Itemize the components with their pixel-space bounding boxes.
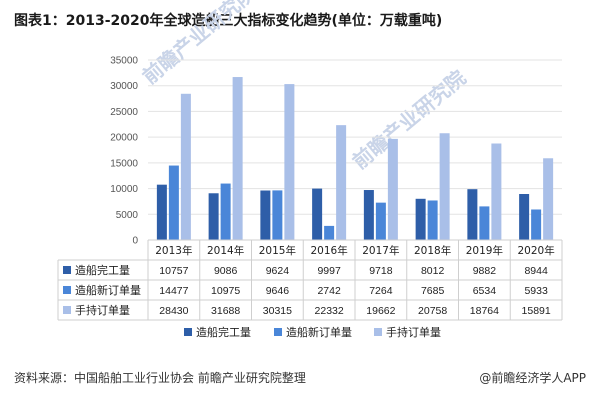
table-cell: 9882 bbox=[473, 265, 497, 277]
brand-note: @前瞻经济学人APP bbox=[479, 371, 586, 385]
table-cell: 31688 bbox=[211, 305, 240, 317]
bar bbox=[284, 84, 295, 240]
bar bbox=[415, 198, 426, 240]
table-cell: 22332 bbox=[315, 305, 344, 317]
category-label: 2019年 bbox=[466, 244, 503, 257]
bar bbox=[156, 184, 167, 240]
table-cell: 19662 bbox=[366, 305, 395, 317]
bar bbox=[272, 190, 283, 240]
table-cell: 9997 bbox=[317, 265, 341, 277]
y-tick-label: 20000 bbox=[110, 133, 138, 144]
table-cell: 10975 bbox=[211, 285, 240, 297]
category-label: 2013年 bbox=[155, 244, 192, 257]
legend-label: 造船完工量 bbox=[196, 325, 251, 339]
y-axis: 0 5000 10000 15000 20000 25000 30000 35000 bbox=[110, 56, 138, 247]
legend-label: 造船新订单量 bbox=[286, 325, 352, 339]
table-cell: 9086 bbox=[214, 265, 238, 277]
y-tick-label: 25000 bbox=[110, 107, 138, 118]
row-label: 造船完工量 bbox=[75, 263, 130, 277]
bar bbox=[491, 143, 502, 240]
table-cell: 9624 bbox=[266, 265, 290, 277]
y-tick-label: 10000 bbox=[110, 184, 138, 195]
row-swatch bbox=[63, 286, 71, 294]
table-cell: 5933 bbox=[524, 285, 548, 297]
source-note: 资料来源：中国船舶工业行业协会 前瞻产业研究院整理 bbox=[14, 371, 306, 385]
bar bbox=[208, 193, 219, 240]
bar bbox=[479, 206, 490, 240]
bar bbox=[363, 190, 374, 240]
bars bbox=[156, 77, 554, 240]
y-tick-label: 15000 bbox=[110, 158, 138, 169]
bar bbox=[168, 165, 179, 240]
legend-label: 手持订单量 bbox=[386, 325, 441, 339]
category-label: 2017年 bbox=[362, 244, 399, 257]
bar bbox=[375, 202, 386, 240]
bar bbox=[180, 93, 191, 240]
legend: 造船完工量 造船新订单量 手持订单量 bbox=[184, 325, 441, 339]
table-cell: 7264 bbox=[369, 285, 393, 297]
table-cell: 8012 bbox=[421, 265, 445, 277]
table-cell: 6534 bbox=[473, 285, 497, 297]
y-tick-label: 5000 bbox=[116, 210, 139, 221]
watermark-text-1: 前瞻产业研究院 bbox=[138, 0, 261, 89]
table-cell: 2742 bbox=[317, 285, 341, 297]
bar bbox=[531, 209, 542, 240]
table-cell: 15891 bbox=[522, 305, 551, 317]
y-tick-label: 30000 bbox=[110, 81, 138, 92]
category-label: 2018年 bbox=[414, 244, 451, 257]
bar bbox=[312, 188, 323, 240]
y-tick-label: 35000 bbox=[110, 56, 138, 67]
data-table: 2013年 2014年 2015年 2016年 2017年 2018年 2019年 2020年… bbox=[57, 239, 563, 321]
table-cell: 20758 bbox=[418, 305, 447, 317]
table-cell: 9646 bbox=[266, 285, 290, 297]
bar bbox=[232, 77, 243, 240]
bar bbox=[260, 190, 271, 240]
bar bbox=[336, 125, 347, 240]
category-label: 2014年 bbox=[207, 244, 244, 257]
bar bbox=[467, 189, 478, 240]
legend-swatch bbox=[374, 328, 382, 336]
chart-title: 图表1：2013-2020年全球造船三大指标变化趋势(单位：万载重吨) bbox=[14, 13, 443, 29]
category-label: 2016年 bbox=[311, 244, 348, 257]
row-label: 造船新订单量 bbox=[75, 283, 141, 297]
table-cell: 8944 bbox=[524, 265, 548, 277]
table-cell: 7685 bbox=[421, 285, 445, 297]
table-cell: 30315 bbox=[263, 305, 292, 317]
row-swatch bbox=[63, 266, 71, 274]
bar bbox=[220, 183, 231, 240]
category-label: 2020年 bbox=[518, 244, 555, 257]
table-cell: 14477 bbox=[159, 285, 188, 297]
bar bbox=[543, 158, 554, 240]
table-cell: 18764 bbox=[470, 305, 499, 317]
bar bbox=[519, 194, 530, 240]
category-label: 2015年 bbox=[259, 244, 296, 257]
legend-swatch bbox=[184, 328, 192, 336]
row-label: 手持订单量 bbox=[75, 303, 130, 317]
table-cell: 28430 bbox=[159, 305, 188, 317]
bar bbox=[439, 133, 450, 240]
legend-swatch bbox=[274, 328, 282, 336]
row-swatch bbox=[63, 306, 71, 314]
bar bbox=[427, 200, 438, 240]
bar bbox=[324, 225, 335, 240]
table-cell: 10757 bbox=[159, 265, 188, 277]
y-tick-label: 0 bbox=[132, 236, 138, 247]
table-cell: 9718 bbox=[369, 265, 393, 277]
watermark-text-2: 前瞻产业研究院 bbox=[348, 65, 471, 173]
bar bbox=[387, 138, 398, 240]
